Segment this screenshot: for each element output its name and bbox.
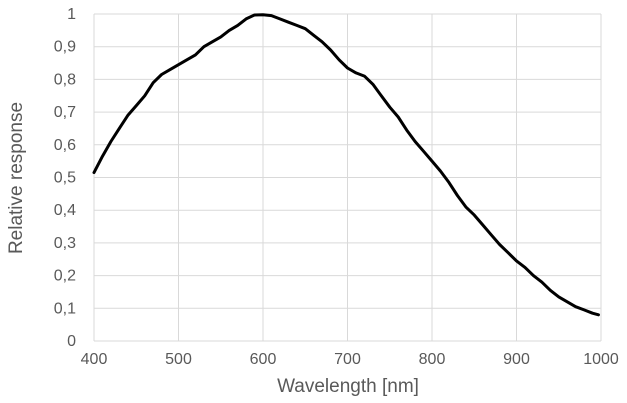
x-tick-label: 400 bbox=[81, 351, 108, 368]
y-tick-label: 0,1 bbox=[54, 300, 76, 317]
x-axis-title: Wavelength [nm] bbox=[277, 376, 419, 397]
x-tick-label: 1000 bbox=[583, 351, 619, 368]
y-tick-label: 0,8 bbox=[54, 71, 76, 88]
y-tick-label: 0,5 bbox=[54, 170, 76, 187]
y-tick-label: 0,9 bbox=[54, 39, 76, 56]
y-tick-label: 0,4 bbox=[54, 202, 76, 219]
y-tick-labels: 0 0,1 0,2 0,3 0,4 0,5 0,6 0,7 0,8 0,9 1 bbox=[54, 6, 76, 350]
y-tick-label: 0 bbox=[67, 333, 76, 350]
x-tick-label: 600 bbox=[250, 351, 277, 368]
y-tick-label: 1 bbox=[67, 6, 76, 23]
x-tick-label: 500 bbox=[165, 351, 192, 368]
y-axis-title: Relative response bbox=[6, 102, 27, 254]
y-tick-label: 0,3 bbox=[54, 235, 76, 252]
y-tick-label: 0,2 bbox=[54, 268, 76, 285]
gridlines bbox=[93, 13, 602, 342]
y-tick-label: 0,6 bbox=[54, 137, 76, 154]
response-curve bbox=[92, 13, 600, 317]
x-tick-label: 900 bbox=[503, 351, 530, 368]
x-tick-labels: 400 500 600 700 800 900 1000 bbox=[81, 351, 619, 368]
x-tick-label: 800 bbox=[419, 351, 446, 368]
y-tick-label: 0,7 bbox=[54, 104, 76, 121]
x-tick-label: 700 bbox=[334, 351, 361, 368]
